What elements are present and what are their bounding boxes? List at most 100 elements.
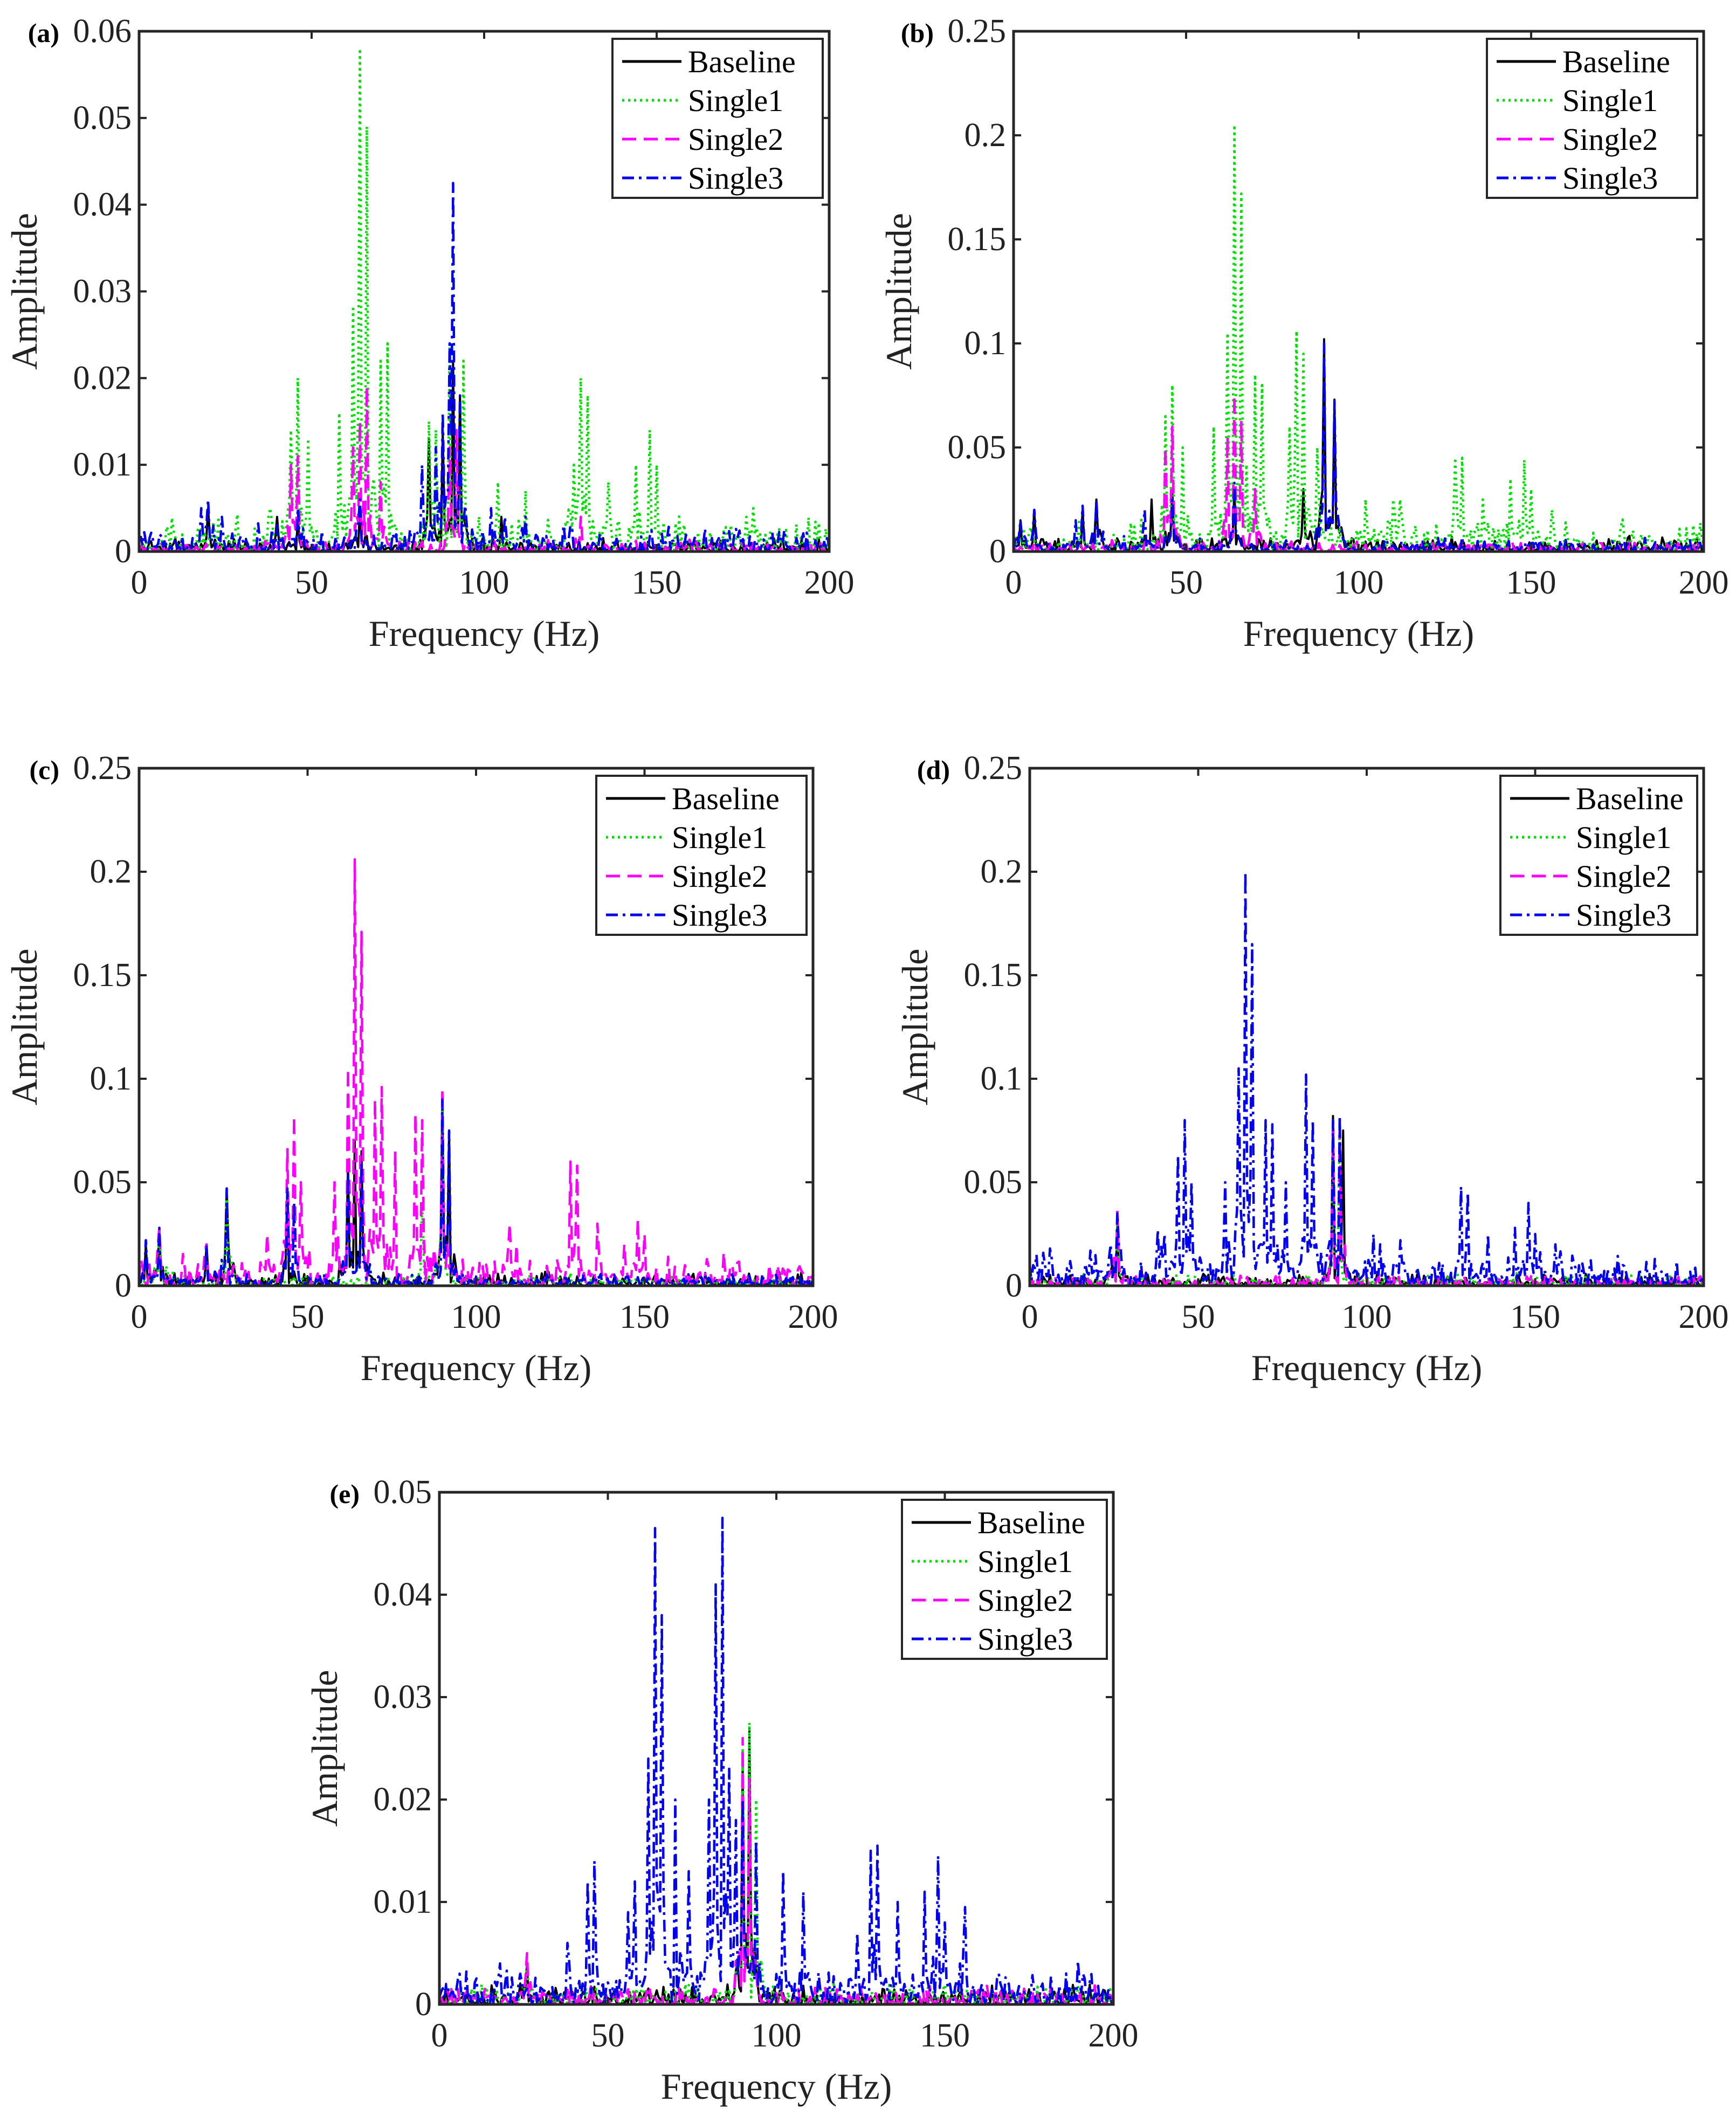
y-tick-label: 0.1	[90, 1060, 132, 1097]
legend-box	[1499, 775, 1698, 936]
x-tick-label: 200	[804, 564, 855, 601]
legend-box	[1486, 38, 1698, 199]
legend: Baseline Single1 Single2 Single3	[901, 1499, 1108, 1660]
y-tick-label: 0.05	[964, 1164, 1023, 1201]
legend-label-single3: Single3	[1576, 898, 1671, 933]
x-tick-label: 50	[1169, 564, 1203, 601]
x-tick-label: 150	[1506, 564, 1556, 601]
y-tick-label: 0.2	[965, 117, 1007, 154]
chart-panel-b: 0 50 100 150 200 0 0.05 0.1 0.15 0.2 0.25 (b) Freque…	[878, 13, 1729, 654]
legend-label-single2: Single2	[672, 859, 767, 894]
y-tick-label: 0.01	[73, 446, 132, 483]
x-tick-label: 0	[1005, 564, 1022, 601]
y-tick-label: 0	[989, 533, 1006, 570]
panel-label: (d)	[917, 755, 950, 785]
x-axis-title: Frequency (Hz)	[361, 1347, 592, 1388]
y-tick-label: 0.15	[964, 957, 1023, 994]
x-tick-label: 150	[920, 2017, 970, 2054]
y-axis-title: Amplitude	[894, 949, 935, 1106]
x-tick-label: 50	[295, 564, 328, 601]
y-axis-title: Amplitude	[4, 213, 45, 370]
legend: Baseline Single1 Single2 Single3	[1486, 38, 1698, 199]
y-tick-label: 0.05	[73, 1164, 132, 1201]
y-axis-title: Amplitude	[878, 213, 919, 370]
y-axis-title: Amplitude	[304, 1670, 345, 1827]
y-tick-label: 0.05	[374, 1474, 432, 1511]
legend: Baseline Single1 Single2 Single3	[611, 38, 824, 199]
y-tick-label: 0.05	[73, 100, 132, 136]
y-tick-label: 0.03	[374, 1679, 432, 1715]
legend-box	[595, 775, 808, 936]
series-line-single3	[1030, 870, 1704, 1286]
legend-label-single1: Single1	[977, 1544, 1073, 1579]
y-tick-label: 0.02	[374, 1781, 432, 1818]
y-tick-label: 0.25	[948, 13, 1007, 50]
x-tick-label: 150	[619, 1299, 670, 1335]
y-tick-label: 0.04	[73, 187, 132, 223]
y-tick-label: 0.04	[374, 1576, 432, 1613]
legend-label-baseline: Baseline	[1562, 44, 1670, 79]
x-tick-label: 200	[1089, 2017, 1139, 2054]
y-tick-label: 0.01	[374, 1884, 432, 1920]
legend-label-baseline: Baseline	[688, 44, 796, 79]
chart-panel-e: 0 50 100 150 200 0 0.01 0.02 0.03 0.04 0.05 (e) Freq…	[304, 1474, 1139, 2107]
legend-label-single2: Single2	[688, 122, 783, 157]
legend-label-single3: Single3	[1562, 161, 1658, 196]
y-tick-label: 0.03	[73, 273, 132, 310]
y-tick-label: 0.25	[964, 750, 1023, 787]
x-tick-label: 0	[1022, 1299, 1038, 1335]
y-tick-label: 0.1	[965, 325, 1007, 362]
chart-panel-a: 0 50 100 150 200 0 0.01 0.02 0.03 0.04 0.05 0.06 (a)…	[4, 13, 855, 654]
y-tick-label: 0.25	[73, 750, 132, 787]
panel-label: (b)	[901, 18, 934, 48]
x-tick-label: 50	[591, 2017, 625, 2054]
x-tick-label: 100	[1334, 564, 1384, 601]
x-tick-label: 150	[632, 564, 682, 601]
legend-label-baseline: Baseline	[977, 1505, 1085, 1540]
panel-label: (c)	[30, 755, 60, 785]
legend-label-single2: Single2	[1576, 859, 1671, 894]
legend-label-single3: Single3	[672, 898, 767, 933]
legend: Baseline Single1 Single2 Single3	[1499, 775, 1698, 936]
panel-label: (a)	[28, 18, 59, 48]
legend-label-single1: Single1	[688, 83, 783, 118]
chart-panel-c: 0 50 100 150 200 0 0.05 0.1 0.15 0.2 0.25 (c) Freque…	[4, 750, 838, 1388]
x-tick-label: 100	[451, 1299, 501, 1335]
x-tick-label: 0	[131, 564, 148, 601]
legend-label-single2: Single2	[1562, 122, 1658, 157]
y-tick-label: 0.02	[73, 360, 132, 396]
x-tick-label: 200	[1679, 1299, 1729, 1335]
series-line-single3	[139, 182, 829, 552]
x-tick-label: 0	[131, 1299, 148, 1335]
y-axis-title: Amplitude	[4, 949, 45, 1106]
x-axis-title: Frequency (Hz)	[661, 2066, 892, 2107]
y-tick-label: 0	[415, 1986, 432, 2023]
x-tick-label: 100	[752, 2017, 802, 2054]
x-tick-label: 200	[1679, 564, 1729, 601]
x-tick-label: 100	[1342, 1299, 1392, 1335]
legend-label-single3: Single3	[688, 161, 783, 196]
legend-label-single1: Single1	[1562, 83, 1658, 118]
x-tick-label: 200	[788, 1299, 838, 1335]
x-axis-title: Frequency (Hz)	[1251, 1347, 1483, 1388]
panel-label: (e)	[330, 1479, 360, 1509]
x-axis-title: Frequency (Hz)	[369, 613, 600, 654]
y-tick-label: 0	[115, 533, 132, 570]
series-line-single3	[439, 1517, 1113, 2004]
legend-label-baseline: Baseline	[1576, 781, 1684, 816]
y-tick-label: 0.15	[948, 221, 1007, 258]
y-tick-label: 0	[1005, 1267, 1022, 1304]
y-tick-label: 0.15	[73, 957, 132, 994]
y-tick-label: 0.2	[981, 853, 1023, 890]
legend-label-single2: Single2	[977, 1583, 1073, 1618]
legend-label-baseline: Baseline	[672, 781, 780, 816]
chart-panel-d: 0 50 100 150 200 0 0.05 0.1 0.15 0.2 0.25 (d) Freque…	[894, 750, 1729, 1388]
x-tick-label: 0	[431, 2017, 448, 2054]
series-line-single3	[139, 1098, 813, 1286]
legend-label-single1: Single1	[1576, 820, 1671, 855]
y-tick-label: 0.2	[90, 853, 132, 890]
x-axis-title: Frequency (Hz)	[1243, 613, 1475, 654]
legend-label-single1: Single1	[672, 820, 767, 855]
y-tick-label: 0	[115, 1267, 132, 1304]
